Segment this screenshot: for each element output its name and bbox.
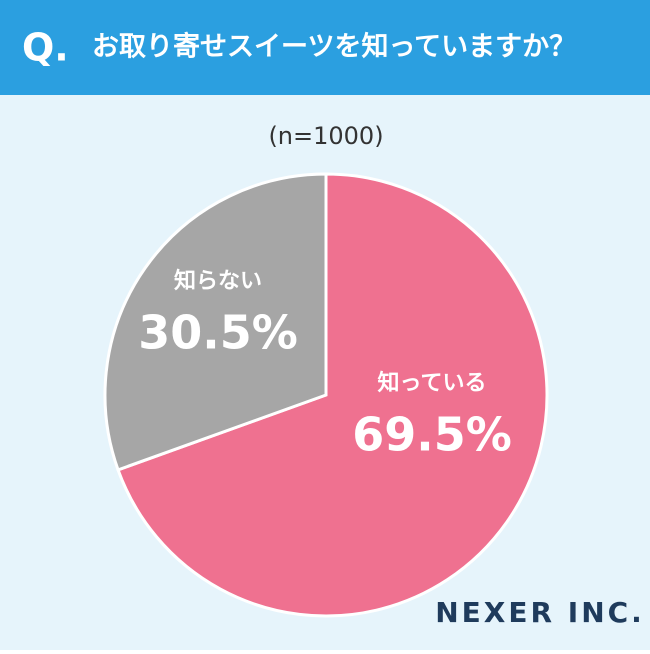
slice-value-label: 30.5% xyxy=(138,306,298,360)
slice-value-label: 69.5% xyxy=(352,408,512,462)
brand: NEXER INC. xyxy=(435,596,645,629)
question-label: Q. xyxy=(22,26,69,70)
pie: 知っている 69.5% 知らない 30.5% xyxy=(103,172,549,618)
subtitle: (n=1000) xyxy=(268,122,383,150)
slice-category-label: 知らない xyxy=(174,268,262,294)
header-band xyxy=(0,0,650,95)
pie-slice xyxy=(116,172,549,618)
chart-title: お取り寄せスイーツを知っていますか？ xyxy=(92,31,576,63)
slice-category-label: 知っている xyxy=(378,370,487,396)
pie-slice xyxy=(103,172,328,472)
